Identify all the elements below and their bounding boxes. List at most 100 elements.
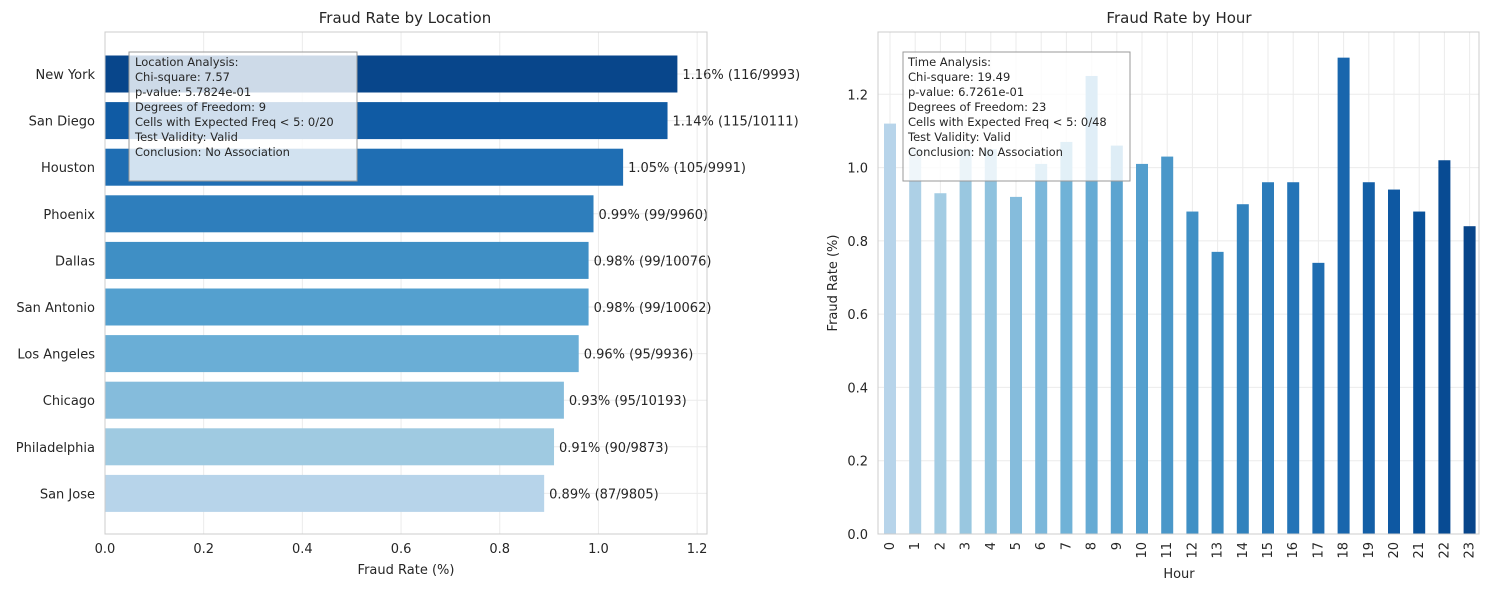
stats-line: p-value: 6.7261e-01 [908,85,1024,99]
y-tick-label: 0.4 [847,381,868,396]
location-chart-title: Fraud Rate by Location [319,9,491,27]
bar [105,195,594,233]
data-label: 0.96% (95/9936) [584,348,694,363]
bar [1312,262,1325,534]
x-tick-label: 2 [933,542,948,550]
bar [1010,196,1022,535]
stats-line: Degrees of Freedom: 9 [135,100,266,114]
location-category-labels: New York San Diego Houston Phoenix Dallas San… [16,68,96,502]
x-tick-label: 18 [1337,542,1352,559]
hour-x-ticks: 0 1 2 3 4 5 6 7 8 9 10 11 12 13 14 15 16 17 18 19 20 21 22 23 [883,542,1478,559]
stats-box-frame [128,51,358,182]
bar [1035,163,1048,534]
x-tick-label: 0.8 [489,542,510,557]
stats-line: Test Validity: Valid [907,130,1011,144]
x-tick-label: 11 [1160,542,1175,559]
hour-y-ticks: 0.0 0.2 0.4 0.6 0.8 1.0 1.2 [847,88,868,543]
bar [1186,211,1199,535]
category-label: San Jose [40,487,95,502]
x-tick-label: 15 [1261,542,1276,559]
bar [1060,141,1073,534]
hour-axes-frame [877,31,1480,535]
x-tick-label: 3 [959,542,974,550]
category-label: San Antonio [16,301,95,316]
x-tick-label: 10 [1135,542,1150,559]
y-tick-label: 0.2 [847,455,868,470]
data-label: 1.16% (116/9993) [682,68,800,83]
x-tick-label: 22 [1437,542,1452,559]
data-label: 1.14% (115/10111) [673,115,799,130]
x-tick-label: 0.6 [391,542,412,557]
bar [1085,75,1098,535]
x-tick-label: 16 [1286,542,1301,559]
x-tick-label: 21 [1412,542,1427,559]
bar [1287,182,1300,534]
bar [1110,145,1123,534]
bar [884,123,896,535]
x-tick-label: 4 [984,542,999,550]
hour-y-axis-label: Fraud Rate (%) [826,235,841,332]
stats-line: Time Analysis: [907,55,991,69]
stats-line: Chi-square: 7.57 [135,70,230,84]
stats-line: Test Validity: Valid [134,130,238,144]
bar [1211,251,1224,535]
category-label: San Diego [29,115,95,130]
stats-line: Degrees of Freedom: 23 [908,100,1046,114]
y-tick-label: 0.0 [847,528,868,543]
bar [105,241,589,279]
stats-line: Location Analysis: [135,55,239,69]
category-label: New York [35,68,95,83]
x-tick-label: 14 [1236,542,1251,559]
hour-stats-box: Time Analysis:Chi-square: 19.49p-value: … [902,51,1131,182]
bar [909,149,922,534]
bar [105,428,555,466]
y-tick-label: 1.0 [847,162,868,177]
hour-chart: Fraud Rate by Hour 0.0 0.2 0.4 0.6 0.8 1.0 1.2… [826,9,1480,582]
data-label: 0.93% (95/10193) [569,394,687,409]
bar [1136,163,1148,534]
bar [1463,226,1476,534]
hour-chart-title: Fraud Rate by Hour [1106,9,1252,27]
bar [1438,160,1451,534]
category-label: Dallas [55,254,95,269]
stats-line: Conclusion: No Association [135,145,290,159]
x-tick-label: 8 [1085,542,1100,550]
y-tick-label: 0.6 [847,308,868,323]
x-tick-label: 17 [1311,542,1326,559]
x-tick-label: 6 [1034,542,1049,550]
bar [984,149,997,534]
data-label: 0.89% (87/9805) [549,487,659,502]
x-tick-label: 0 [883,542,898,550]
stats-line: Cells with Expected Freq < 5: 0/20 [135,115,334,129]
x-tick-label: 1.0 [588,542,609,557]
location-chart: Fraud Rate by Location New York San Diego… [16,9,800,578]
x-tick-label: 1.2 [687,542,708,557]
location-data-labels: 1.16% (116/9993) 1.14% (115/10111) 1.05% (… [549,68,800,502]
stats-box-frame [902,51,1131,182]
x-tick-label: 9 [1110,542,1125,550]
bar [1161,156,1174,535]
x-tick-label: 23 [1463,542,1478,559]
data-label: 0.98% (99/10062) [594,301,712,316]
y-tick-label: 1.2 [847,88,868,103]
stats-line: Cells with Expected Freq < 5: 0/48 [908,115,1107,129]
hour-bars [884,57,1476,535]
hour-x-axis-label: Hour [1163,567,1195,582]
bar [1262,182,1274,534]
bar [1388,189,1400,534]
data-label: 0.91% (90/9873) [559,441,669,456]
x-tick-label: 5 [1009,542,1024,550]
x-tick-label: 0.2 [193,542,214,557]
x-tick-label: 0.0 [95,542,116,557]
x-tick-label: 20 [1387,542,1402,559]
bar [959,149,972,534]
x-tick-label: 13 [1211,542,1226,559]
x-tick-label: 1 [908,542,923,550]
bar [934,193,947,535]
stats-line: p-value: 5.7824e-01 [135,85,251,99]
bar [105,335,579,373]
x-tick-label: 7 [1059,542,1074,550]
bar [1413,211,1426,535]
bar [105,381,564,419]
